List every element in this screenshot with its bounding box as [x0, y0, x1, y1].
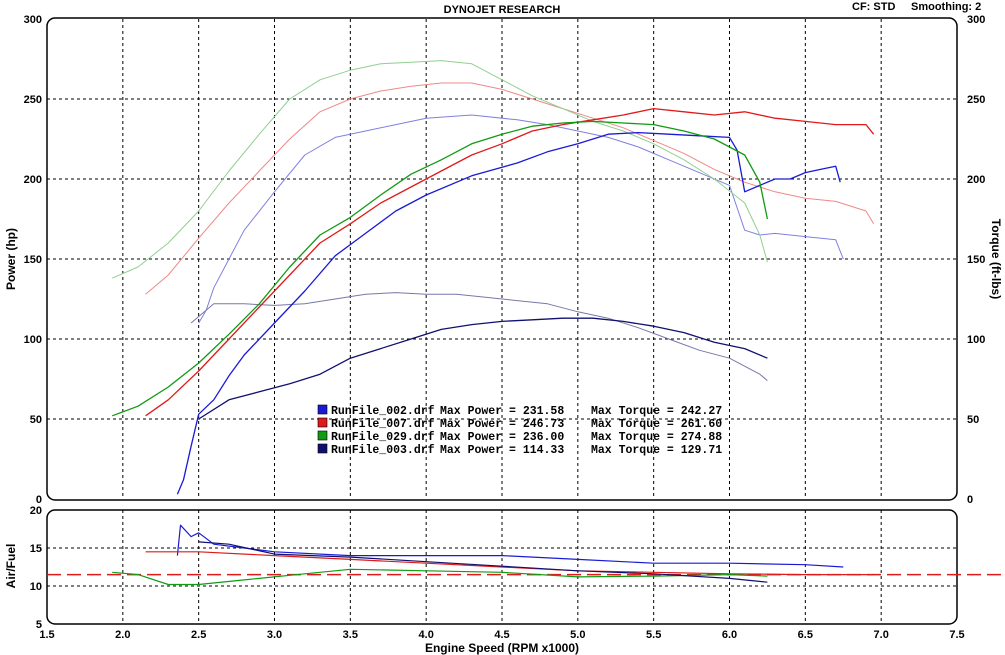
- series-torque-line: [145, 82, 875, 295]
- series-power-line: [176, 131, 841, 495]
- y-tick-label: 0: [36, 494, 42, 506]
- x-tick-label: 7.5: [949, 629, 964, 641]
- series-airfuel-line: [198, 541, 768, 583]
- series-torque-line: [112, 60, 768, 279]
- airfuel-tick-label: 15: [30, 543, 42, 555]
- y2-tick-label: 200: [967, 174, 985, 186]
- x-tick-label: 4.5: [494, 629, 509, 641]
- series-airfuel-line: [145, 551, 874, 576]
- y-tick-label: 50: [30, 414, 42, 426]
- series-power-line: [198, 317, 768, 420]
- airfuel-axis-title: Air/Fuel: [4, 544, 18, 589]
- x-tick-label: 3.0: [267, 629, 282, 641]
- legend-max-power: Max Power = 236.00: [440, 431, 564, 444]
- legend-file: RunFile_003.drf: [331, 444, 435, 457]
- y2-tick-label: 100: [967, 334, 985, 346]
- legend-max-torque: Max Torque = 242.27: [591, 405, 722, 418]
- y-tick-label: 200: [24, 174, 42, 186]
- x-tick-label: 7.0: [874, 629, 889, 641]
- legend-swatch: [317, 443, 328, 454]
- legend-swatch: [317, 430, 328, 441]
- y-tick-label: 150: [24, 254, 42, 266]
- series-airfuel-line: [176, 524, 844, 568]
- airfuel-tick-label: 10: [30, 581, 42, 593]
- y2-tick-label: 50: [967, 414, 979, 426]
- legend-max-torque: Max Torque = 261.60: [591, 418, 722, 431]
- x-tick-label: 5.5: [646, 629, 661, 641]
- series-torque-line: [190, 292, 768, 381]
- y2-tick-label: 0: [967, 494, 973, 506]
- y2-tick-label: 300: [967, 14, 985, 26]
- legend-max-power: Max Power = 246.73: [440, 418, 564, 431]
- x-axis-title: Engine Speed (RPM x1000): [425, 641, 579, 655]
- legend-swatch: [317, 404, 328, 415]
- y-tick-label: 250: [24, 94, 42, 106]
- series-torque-line: [198, 114, 844, 324]
- legend-file: RunFile_029.drf: [331, 431, 435, 444]
- legend-max-power: Max Power = 114.33: [440, 444, 564, 457]
- legend-file: RunFile_002.drf: [331, 405, 435, 418]
- legend-file: RunFile_007.drf: [331, 418, 435, 431]
- x-tick-label: 4.0: [419, 629, 434, 641]
- chart-title: DYNOJET RESEARCH: [444, 4, 561, 16]
- series-airfuel-line: [112, 568, 768, 586]
- legend-max-torque: Max Torque = 274.88: [591, 431, 722, 444]
- x-tick-label: 2.0: [115, 629, 130, 641]
- y2-tick-label: 150: [967, 254, 985, 266]
- x-tick-label: 5.0: [570, 629, 585, 641]
- y-axis-title: Power (hp): [4, 228, 18, 290]
- x-tick-label: 2.5: [191, 629, 206, 641]
- airfuel-tick-label: 5: [36, 619, 42, 631]
- cf-label: CF: STD: [852, 1, 895, 13]
- y-tick-label: 100: [24, 334, 42, 346]
- legend-max-torque: Max Torque = 129.71: [591, 444, 722, 457]
- legend-max-power: Max Power = 231.58: [440, 405, 564, 418]
- x-tick-label: 3.5: [343, 629, 358, 641]
- y2-axis-title: Torque (ft-lbs): [989, 219, 1003, 299]
- legend-swatch: [317, 417, 328, 428]
- x-tick-label: 6.5: [798, 629, 813, 641]
- smoothing-label: Smoothing: 2: [911, 1, 981, 13]
- airfuel-tick-label: 20: [30, 505, 42, 517]
- x-tick-label: 6.0: [722, 629, 737, 641]
- x-tick-label: 1.5: [39, 629, 54, 641]
- y2-tick-label: 250: [967, 94, 985, 106]
- legend: RunFile_002.drf Max Power = 231.58 Max Tor…: [317, 404, 722, 457]
- y-tick-label: 300: [24, 14, 42, 26]
- series-power-line: [111, 120, 769, 417]
- series-power-line: [145, 107, 875, 417]
